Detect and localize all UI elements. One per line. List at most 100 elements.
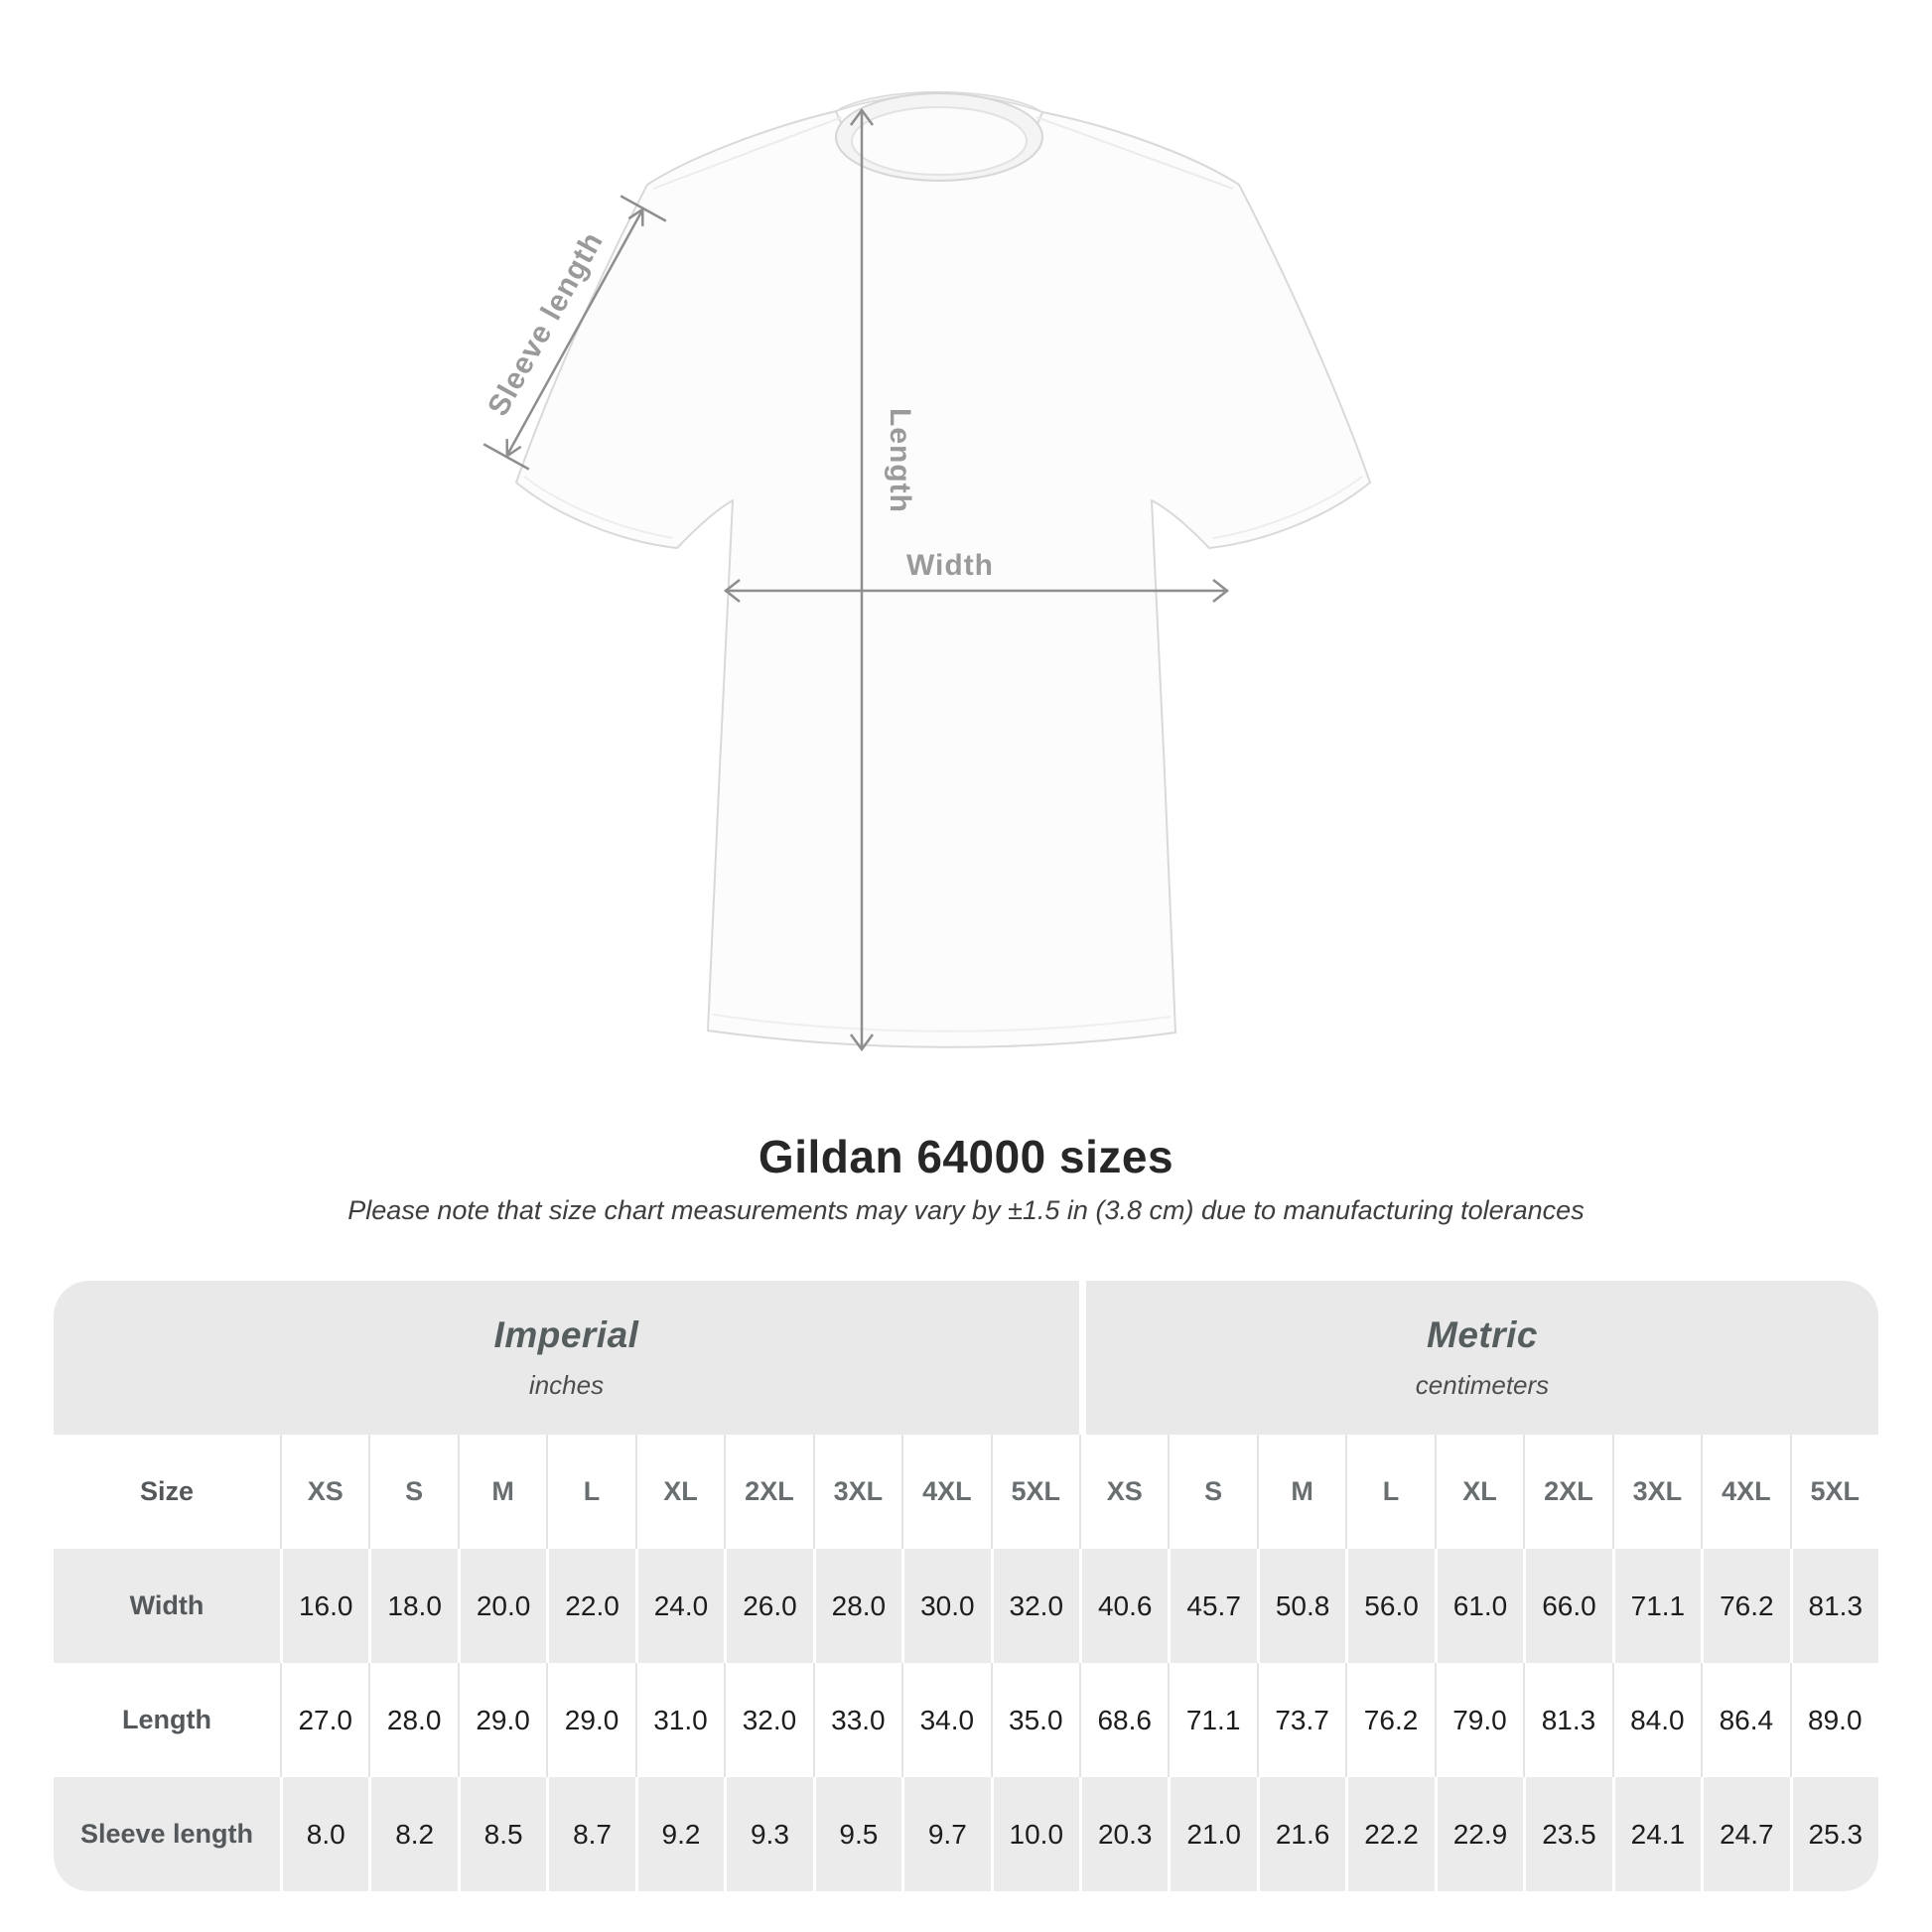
- table-cell: 22.2: [1345, 1777, 1435, 1891]
- table-cell: 76.2: [1345, 1663, 1435, 1777]
- size-header-metric-s: S: [1168, 1435, 1257, 1549]
- length-label: Length: [884, 408, 916, 513]
- table-cell: 18.0: [368, 1549, 458, 1663]
- imperial-title: Imperial: [493, 1314, 639, 1355]
- table-cell: 26.0: [724, 1549, 813, 1663]
- table-cell: 24.1: [1611, 1777, 1702, 1891]
- metric-title: Metric: [1427, 1314, 1538, 1355]
- table-cell: 81.3: [1523, 1663, 1612, 1777]
- tshirt-right-shoulder-seam: [1035, 116, 1234, 190]
- size-header-metric-xs: XS: [1078, 1435, 1169, 1549]
- table-cell: 86.4: [1701, 1663, 1790, 1777]
- table-cell: 33.0: [812, 1663, 902, 1777]
- length-row-label: Length: [54, 1663, 280, 1777]
- size-header-imperial-3xl: 3XL: [812, 1435, 902, 1549]
- table-cell: 71.1: [1611, 1549, 1702, 1663]
- table-cell: 8.7: [546, 1777, 635, 1891]
- size-header-metric-l: L: [1345, 1435, 1435, 1549]
- size-header-imperial-5xl: 5XL: [990, 1435, 1079, 1549]
- table-cell: 9.3: [724, 1777, 813, 1891]
- size-header-metric-2xl: 2XL: [1523, 1435, 1612, 1549]
- table-cell: 8.5: [457, 1777, 547, 1891]
- unit-header-band: Imperial inches Metric centimeters: [54, 1281, 1878, 1435]
- table-cell: 45.7: [1168, 1549, 1257, 1663]
- table-cell: 25.3: [1789, 1777, 1878, 1891]
- table-cell: 84.0: [1611, 1663, 1702, 1777]
- size-header-imperial-2xl: 2XL: [724, 1435, 813, 1549]
- size-header-imperial-4xl: 4XL: [901, 1435, 991, 1549]
- table-cell: 22.0: [546, 1549, 635, 1663]
- table-cell: 20.3: [1078, 1777, 1169, 1891]
- imperial-header: Imperial inches: [54, 1281, 1079, 1435]
- tshirt-left-cuff-seam: [523, 476, 674, 539]
- table-cell: 29.0: [457, 1663, 547, 1777]
- metric-unit: centimeters: [1415, 1370, 1550, 1400]
- table-cell: 28.0: [812, 1549, 902, 1663]
- length-arrow: [849, 107, 875, 1052]
- table-cell: 32.0: [990, 1549, 1079, 1663]
- width-row-label: Width: [54, 1549, 280, 1663]
- width-row: Width 16.0 18.0 20.0 22.0 24.0 26.0 28.0…: [54, 1549, 1878, 1663]
- size-header-metric-4xl: 4XL: [1701, 1435, 1790, 1549]
- table-cell: 30.0: [901, 1549, 991, 1663]
- table-cell: 61.0: [1434, 1549, 1524, 1663]
- tshirt-left-shoulder-seam: [652, 116, 843, 190]
- size-table: Imperial inches Metric centimeters Size …: [54, 1281, 1878, 1891]
- table-cell: 68.6: [1078, 1663, 1169, 1777]
- table-cell: 21.6: [1256, 1777, 1346, 1891]
- table-cell: 31.0: [634, 1663, 725, 1777]
- imperial-unit: inches: [528, 1370, 605, 1400]
- length-row: Length 27.0 28.0 29.0 29.0 31.0 32.0 33.…: [54, 1663, 1878, 1777]
- table-cell: 71.1: [1168, 1663, 1257, 1777]
- table-cell: 32.0: [724, 1663, 813, 1777]
- size-header-imperial-xl: XL: [634, 1435, 725, 1549]
- table-cell: 9.2: [634, 1777, 725, 1891]
- table-cell: 34.0: [901, 1663, 991, 1777]
- table-cell: 66.0: [1523, 1549, 1612, 1663]
- size-header-metric-m: M: [1256, 1435, 1346, 1549]
- size-header-row: Size XS S M L XL 2XL 3XL 4XL 5XL XS S M …: [54, 1435, 1878, 1549]
- table-cell: 16.0: [280, 1549, 369, 1663]
- size-header-imperial-m: M: [457, 1435, 547, 1549]
- sleeve-length-arrow: [483, 195, 667, 471]
- table-cell: 40.6: [1078, 1549, 1169, 1663]
- tshirt-hem-seam: [712, 1014, 1172, 1033]
- table-cell: 73.7: [1256, 1663, 1346, 1777]
- size-header-imperial-xs: XS: [280, 1435, 369, 1549]
- table-cell: 76.2: [1701, 1549, 1790, 1663]
- table-cell: 79.0: [1434, 1663, 1524, 1777]
- table-cell: 9.7: [901, 1777, 991, 1891]
- size-header-metric-5xl: 5XL: [1789, 1435, 1878, 1549]
- table-cell: 24.0: [634, 1549, 725, 1663]
- size-header-imperial-s: S: [368, 1435, 458, 1549]
- table-cell: 8.0: [280, 1777, 369, 1891]
- table-cell: 35.0: [990, 1663, 1079, 1777]
- table-cell: 20.0: [457, 1549, 547, 1663]
- table-cell: 22.9: [1434, 1777, 1524, 1891]
- table-cell: 8.2: [368, 1777, 458, 1891]
- table-cell: 9.5: [812, 1777, 902, 1891]
- size-header-metric-3xl: 3XL: [1611, 1435, 1702, 1549]
- table-cell: 27.0: [280, 1663, 369, 1777]
- tolerance-note: Please note that size chart measurements…: [347, 1195, 1585, 1225]
- table-cell: 23.5: [1523, 1777, 1612, 1891]
- tshirt-right-cuff-seam: [1212, 476, 1363, 539]
- width-arrow: [723, 579, 1230, 603]
- table-cell: 56.0: [1345, 1549, 1435, 1663]
- size-header-imperial-l: L: [546, 1435, 635, 1549]
- width-label: Width: [906, 549, 994, 582]
- table-cell: 81.3: [1789, 1549, 1878, 1663]
- table-cell: 21.0: [1168, 1777, 1257, 1891]
- table-cell: 50.8: [1256, 1549, 1346, 1663]
- tshirt-illustration: Sleeve length Length Width: [482, 90, 1371, 1052]
- metric-header: Metric centimeters: [1086, 1281, 1878, 1435]
- table-cell: 29.0: [546, 1663, 635, 1777]
- page-title: Gildan 64000 sizes: [758, 1131, 1174, 1182]
- table-cell: 89.0: [1789, 1663, 1878, 1777]
- size-column-header: Size: [54, 1435, 280, 1549]
- sleeve-length-row: Sleeve length 8.0 8.2 8.5 8.7 9.2 9.3 9.…: [54, 1777, 1878, 1891]
- tshirt-collar-inner: [851, 106, 1028, 176]
- table-cell: 10.0: [990, 1777, 1079, 1891]
- table-cell: 24.7: [1701, 1777, 1790, 1891]
